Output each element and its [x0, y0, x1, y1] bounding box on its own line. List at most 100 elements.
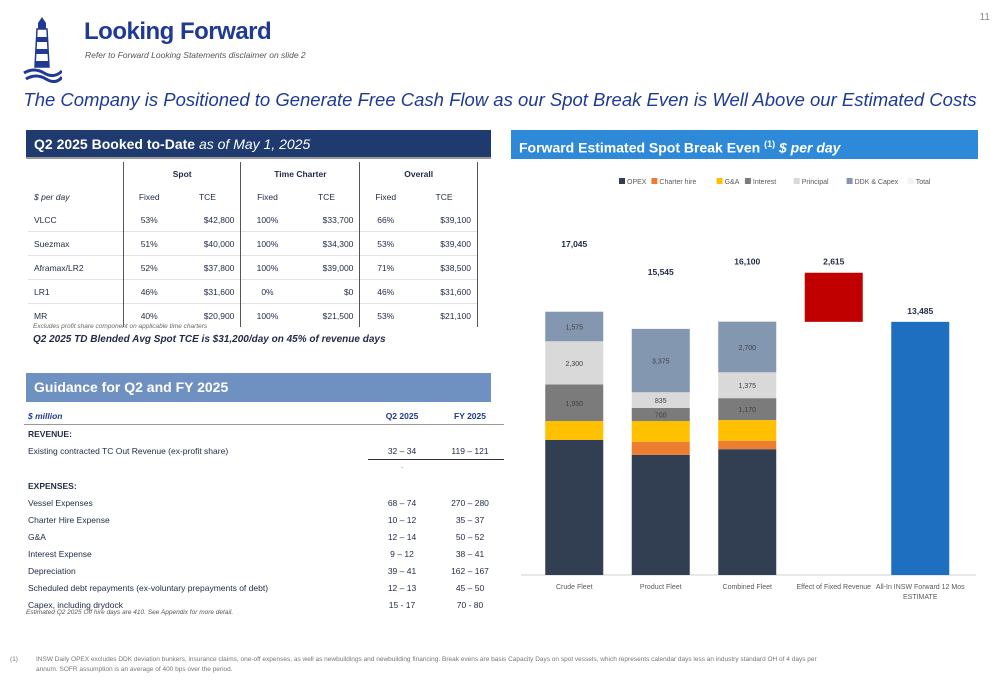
guidance-fy-value: 70 - 80: [456, 599, 484, 610]
booked-group-row: Spot Time Charter Overall: [28, 162, 478, 185]
booked-row: LR1 46% $31,600 0% $0 46% $31,600: [28, 279, 479, 304]
legend-swatch: [744, 178, 751, 184]
booked-table: Spot Time Charter Overall $ per day Fixe…: [28, 162, 479, 327]
booked-row-label: LR1: [34, 286, 50, 297]
fixed-revenue-bar: [804, 272, 863, 322]
booked-row-label: MR: [34, 310, 48, 321]
bar-segment: [631, 441, 690, 455]
booked-cell: $21,100: [411, 303, 479, 327]
bar-segment: [718, 321, 777, 373]
expenses-heading-row: EXPENSES:: [24, 477, 504, 494]
legend-swatch: [619, 178, 625, 184]
guidance-row: Charter Hire Expense 10 – 12 35 – 37: [24, 511, 504, 528]
booked-cell: 71%: [359, 255, 412, 280]
legend-label: Principal: [802, 179, 829, 186]
bar-segment: [718, 398, 777, 421]
guidance-header-row: $ million Q2 2025 FY 2025: [24, 407, 504, 425]
legend-swatch: [716, 178, 723, 184]
headline: The Company is Positioned to Generate Fr…: [23, 89, 977, 110]
booked-cell: $31,600: [203, 286, 235, 297]
booked-cell: 46%: [122, 279, 175, 304]
category-label: Combined Fleet: [723, 584, 772, 591]
bar-segment: [545, 384, 604, 422]
guidance-fy-value: 162 – 167: [451, 565, 489, 576]
breakeven-chart: OPEX Charter hire G&A Interest Principal DDK …: [521, 178, 976, 601]
group-overall: Overall: [359, 162, 478, 185]
booked-corner: [28, 162, 123, 185]
bar-segment: [631, 421, 690, 442]
guidance-q2-value: 32 – 34: [368, 442, 436, 460]
group-time-charter: Time Charter: [240, 162, 360, 185]
booked-cell: $33,700: [322, 214, 354, 225]
guidance-q2-value: 12 – 13: [387, 582, 417, 593]
booked-cell: $34,300: [322, 238, 354, 249]
guidance-note: Estimated Q2 2025 Off hire days are 410.…: [26, 609, 234, 616]
booked-cell: $42,800: [203, 214, 235, 225]
booked-row: Aframax/LR2 52% $37,800 100% $39,000 71% $38,5…: [28, 255, 479, 280]
booked-cell: 66%: [359, 208, 412, 232]
legend-swatch: [846, 178, 853, 184]
bar-segment: [545, 311, 604, 342]
guidance-q2-value: 15 - 17: [388, 599, 416, 610]
category-label: Effect of Fixed Revenue: [796, 584, 871, 591]
bar-segment: [718, 449, 777, 575]
booked-row-label: Suezmax: [34, 238, 70, 249]
guidance-table: $ million Q2 2025 FY 2025 REVENUE: Exist…: [24, 407, 504, 613]
legend-label: DDK & Capex: [855, 179, 899, 186]
guidance-q2-value: 10 – 12: [387, 514, 417, 525]
booked-cell: 100%: [240, 208, 294, 232]
footnote-number: (1): [10, 656, 18, 663]
booked-cell: $0: [343, 286, 354, 297]
category-label: All-In INSW Forward 12 Mos: [876, 584, 965, 591]
guidance-fy-value: 119 – 121: [436, 442, 504, 460]
segment-label: 835: [655, 398, 667, 405]
segment-label: 700: [655, 412, 667, 419]
booked-row: VLCC 53% $42,800 100% $33,700 66% $39,100: [28, 208, 479, 232]
segment-label: 2,700: [738, 345, 756, 352]
all-in-bar: [891, 321, 950, 575]
booked-row-label: VLCC: [34, 214, 57, 225]
legend-label: G&A: [725, 179, 740, 186]
guidance-row-label: Depreciation: [28, 565, 76, 576]
total-label: 16,100: [734, 257, 760, 267]
breakeven-title-sup: (1): [764, 139, 776, 149]
total-label: 17,045: [561, 239, 587, 249]
booked-cell: 40%: [122, 303, 175, 327]
segment-label: 3,375: [652, 359, 670, 366]
spacer-row: -: [24, 460, 504, 478]
booked-cell: 53%: [359, 303, 412, 327]
legend-label: Total: [916, 179, 931, 186]
segment-label: 1,575: [565, 324, 583, 331]
guidance-row: Scheduled debt repayments (ex-voluntary …: [24, 579, 504, 596]
subheader: TCE: [411, 185, 479, 208]
subheader: Fixed: [359, 185, 412, 208]
subheader: TCE: [198, 191, 216, 202]
expenses-heading: EXPENSES:: [28, 480, 77, 491]
guidance-row-label: Existing contracted TC Out Revenue (ex-p…: [28, 445, 229, 456]
booked-title: Q2 2025 Booked to-Date: [34, 136, 196, 152]
unit-label: $ per day: [34, 191, 70, 202]
bar-segment: [545, 439, 604, 575]
booked-cell: $37,800: [203, 262, 235, 273]
guidance-row: Capex, including drydock 15 - 17 70 - 80: [24, 596, 504, 613]
legend-swatch: [651, 178, 658, 184]
legend-label: Interest: [753, 179, 776, 186]
booked-cell: $20,900: [203, 310, 235, 321]
guidance-row-label: Capex, including drydock: [28, 599, 123, 610]
bar-segment: [631, 454, 690, 575]
total-label: 2,615: [823, 257, 845, 267]
category-label: ESTIMATE: [903, 594, 938, 601]
subheader: Fixed: [240, 185, 294, 208]
page-subtitle: Refer to Forward Looking Statements disc…: [85, 50, 306, 60]
booked-row-label: Aframax/LR2: [34, 262, 84, 273]
category-label: Product Fleet: [640, 584, 682, 591]
segment-label: 1,375: [738, 383, 756, 390]
bar-segment: [718, 440, 777, 450]
breakeven-banner: Forward Estimated Spot Break Even (1) $ …: [511, 130, 978, 159]
booked-cell: $38,500: [411, 255, 479, 280]
guidance-q2-value: 39 – 41: [387, 565, 417, 576]
segment-label: 1,170: [738, 407, 756, 414]
total-label: 15,545: [648, 267, 674, 277]
guidance-row: Depreciation 39 – 41 162 – 167: [24, 562, 504, 579]
booked-row: Suezmax 51% $40,000 100% $34,300 53% $39,400: [28, 231, 479, 256]
